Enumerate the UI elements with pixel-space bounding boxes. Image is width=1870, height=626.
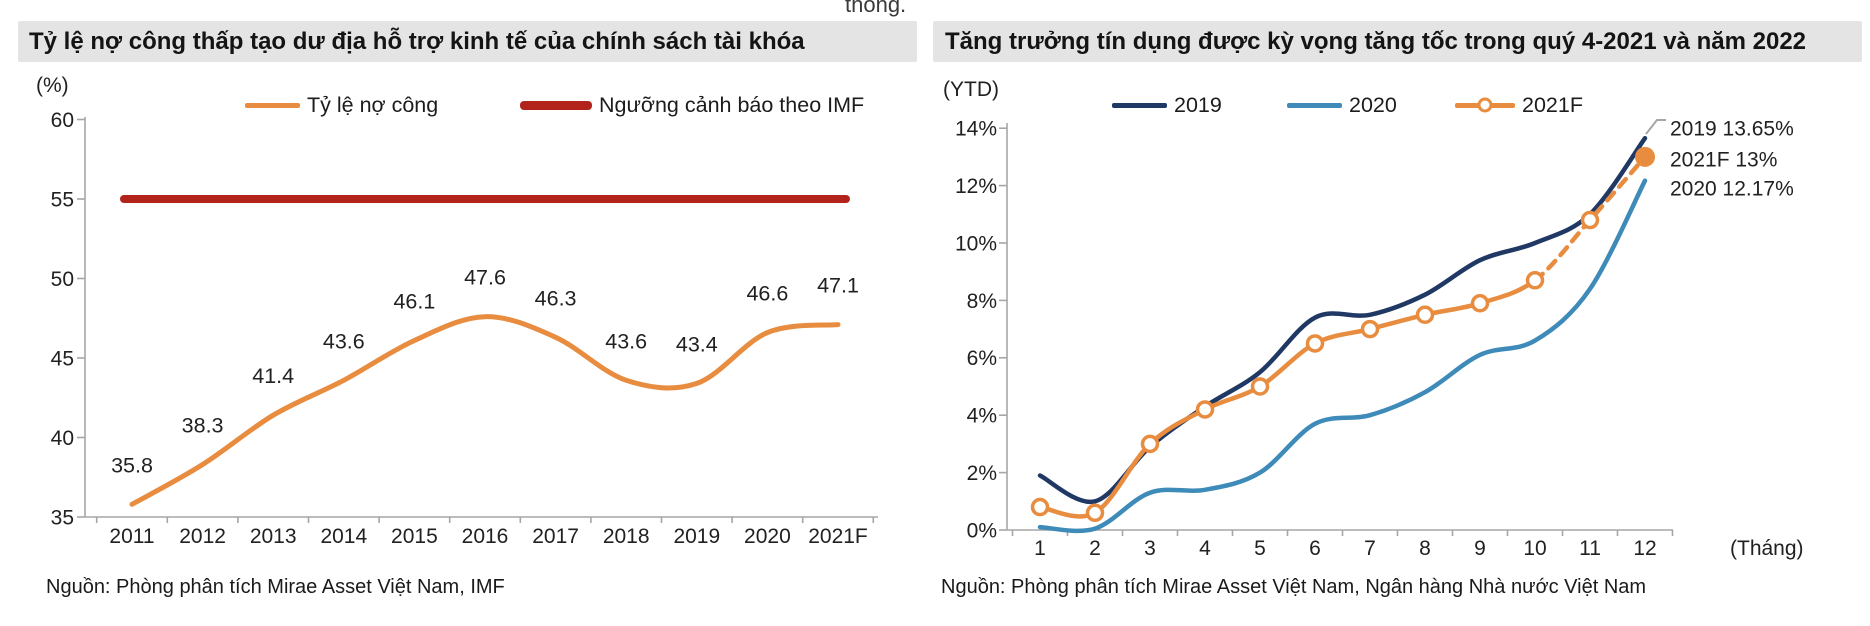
svg-text:2019: 2019 [673, 525, 720, 548]
svg-text:4%: 4% [967, 405, 997, 428]
svg-text:11: 11 [1579, 537, 1601, 560]
svg-text:4: 4 [1199, 537, 1211, 560]
svg-text:2020: 2020 [744, 525, 791, 548]
svg-text:7: 7 [1364, 537, 1376, 560]
annotation-1: 2021F 13% [1670, 148, 1777, 171]
credit-growth-line-chart: 0%2%4%6%8%10%12%14%1 2 3 4 5 6 7 8 9 10 11 12 (Tháng… [955, 117, 1804, 560]
svg-text:41.4: 41.4 [252, 364, 294, 388]
svg-text:9: 9 [1474, 537, 1486, 560]
svg-text:10: 10 [1523, 537, 1546, 560]
svg-text:12: 12 [1633, 537, 1656, 560]
legend-label-2020: 2020 [1349, 92, 1397, 117]
svg-text:2012: 2012 [179, 525, 226, 548]
svg-text:2013: 2013 [250, 525, 297, 548]
public-debt-line-chart: 35 40 45 50 55 60 2011 2012 2013 2014 2015 2016 2017… [51, 109, 878, 548]
svg-text:40: 40 [51, 427, 74, 450]
svg-text:5: 5 [1254, 537, 1266, 560]
circle-marker-icon [1477, 97, 1493, 113]
annotation-2: 2020 12.17% [1670, 177, 1794, 200]
cropped-paragraph-text: thông. [845, 0, 907, 17]
svg-text:2017: 2017 [532, 525, 579, 548]
svg-text:38.3: 38.3 [182, 414, 224, 438]
legend-label-2021f: 2021F [1522, 92, 1583, 117]
svg-text:(Tháng): (Tháng) [1730, 537, 1804, 560]
svg-text:46.3: 46.3 [535, 286, 577, 310]
line-2020-swatch [1287, 102, 1342, 108]
svg-text:2016: 2016 [462, 525, 509, 548]
svg-text:3: 3 [1144, 537, 1156, 560]
line-2019-swatch [1112, 102, 1167, 108]
svg-text:43.6: 43.6 [323, 329, 365, 353]
svg-text:12%: 12% [955, 175, 997, 198]
legend-item-public-debt: Tỷ lệ nợ công [245, 93, 438, 117]
public-debt-line-swatch [245, 102, 300, 108]
right-y-axis-unit: (YTD) [943, 78, 999, 101]
svg-text:14%: 14% [955, 118, 997, 141]
svg-text:8%: 8% [967, 290, 997, 313]
svg-text:10%: 10% [955, 232, 997, 255]
left-y-axis-unit: (%) [36, 74, 69, 97]
svg-text:1: 1 [1034, 537, 1046, 560]
svg-text:2015: 2015 [391, 525, 438, 548]
legend-label-2019: 2019 [1174, 92, 1222, 117]
svg-text:35: 35 [51, 506, 74, 529]
legend-item-2021f: 2021F [1455, 93, 1583, 117]
svg-text:8: 8 [1419, 537, 1431, 560]
svg-text:35.8: 35.8 [111, 453, 153, 477]
svg-text:2018: 2018 [603, 525, 650, 548]
svg-text:2011: 2011 [109, 525, 154, 548]
svg-text:6%: 6% [967, 347, 997, 370]
svg-text:50: 50 [51, 268, 74, 291]
svg-text:6: 6 [1309, 537, 1321, 560]
svg-text:60: 60 [51, 109, 74, 132]
legend-label-public-debt: Tỷ lệ nợ công [307, 92, 439, 117]
svg-text:45: 45 [51, 347, 74, 370]
imf-threshold-line-swatch [520, 100, 592, 110]
legend-label-imf-threshold: Ngưỡng cảnh báo theo IMF [599, 92, 865, 117]
svg-text:46.6: 46.6 [746, 282, 788, 306]
svg-text:0%: 0% [967, 519, 997, 542]
legend-item-2019: 2019 [1112, 93, 1222, 117]
annotation-0: 2019 13.65% [1670, 117, 1794, 140]
right-chart-source: Nguồn: Phòng phân tích Mirae Asset Việt … [941, 576, 1647, 598]
public-debt-chart-title: Tỷ lệ nợ công thấp tạo dư địa hỗ trợ kin… [18, 21, 917, 62]
svg-text:43.4: 43.4 [676, 332, 718, 356]
svg-text:2: 2 [1089, 537, 1101, 560]
svg-text:55: 55 [51, 188, 74, 211]
legend-item-2020: 2020 [1287, 93, 1397, 117]
svg-text:43.6: 43.6 [605, 329, 647, 353]
legend-item-imf-threshold: Ngưỡng cảnh báo theo IMF [520, 93, 864, 117]
line-2021f-swatch [1455, 97, 1515, 113]
svg-text:46.1: 46.1 [393, 290, 435, 314]
svg-text:2021F: 2021F [808, 525, 868, 548]
svg-text:47.6: 47.6 [464, 266, 506, 290]
svg-text:2%: 2% [967, 462, 997, 485]
svg-text:2014: 2014 [320, 525, 367, 548]
svg-text:47.1: 47.1 [817, 274, 859, 298]
left-chart-source: Nguồn: Phòng phân tích Mirae Asset Việt … [46, 576, 505, 598]
credit-growth-chart-title: Tăng trưởng tín dụng được kỳ vọng tăng t… [933, 21, 1862, 62]
